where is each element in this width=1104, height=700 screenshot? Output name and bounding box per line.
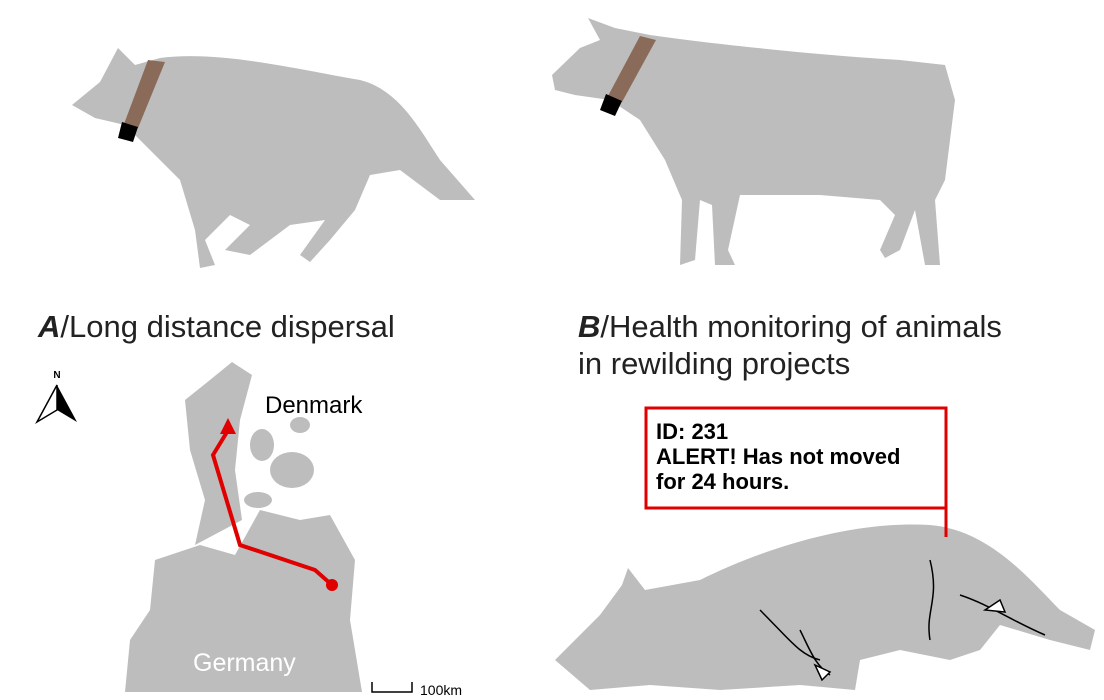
wolf-tag [118, 122, 138, 142]
islands [244, 417, 314, 508]
alert-line: ALERT! Has not moved [656, 444, 900, 469]
cow-collar [608, 36, 656, 102]
panel-b-title-line2: in rewilding projects [578, 346, 850, 381]
denmark-label: Denmark [265, 392, 363, 419]
route-arrow [220, 418, 236, 434]
lying-cow-silhouette [555, 524, 1095, 690]
panel-a-title: A/Long distance dispersal [37, 309, 395, 344]
north-arrow-right [57, 385, 77, 422]
germany-label: Germany [193, 649, 296, 677]
route-start [326, 579, 338, 591]
north-arrow-left [35, 384, 58, 425]
wolf-collar [124, 60, 165, 128]
cow-silhouette [552, 18, 955, 265]
lying-cow-lines [759, 559, 1046, 682]
scale-label: 100km [420, 682, 462, 698]
jutland [185, 362, 252, 545]
route [210, 430, 334, 587]
cow-tag [600, 94, 622, 116]
alert-line: for 24 hours. [656, 469, 789, 494]
alert-box [644, 406, 948, 510]
scale-bar [371, 682, 413, 693]
north-label: N [53, 370, 60, 381]
panel-b-title: B/Health monitoring of animals [578, 309, 1002, 344]
alert-line: ID: 231 [656, 419, 728, 444]
wolf-silhouette [72, 48, 475, 268]
germany [125, 510, 362, 692]
